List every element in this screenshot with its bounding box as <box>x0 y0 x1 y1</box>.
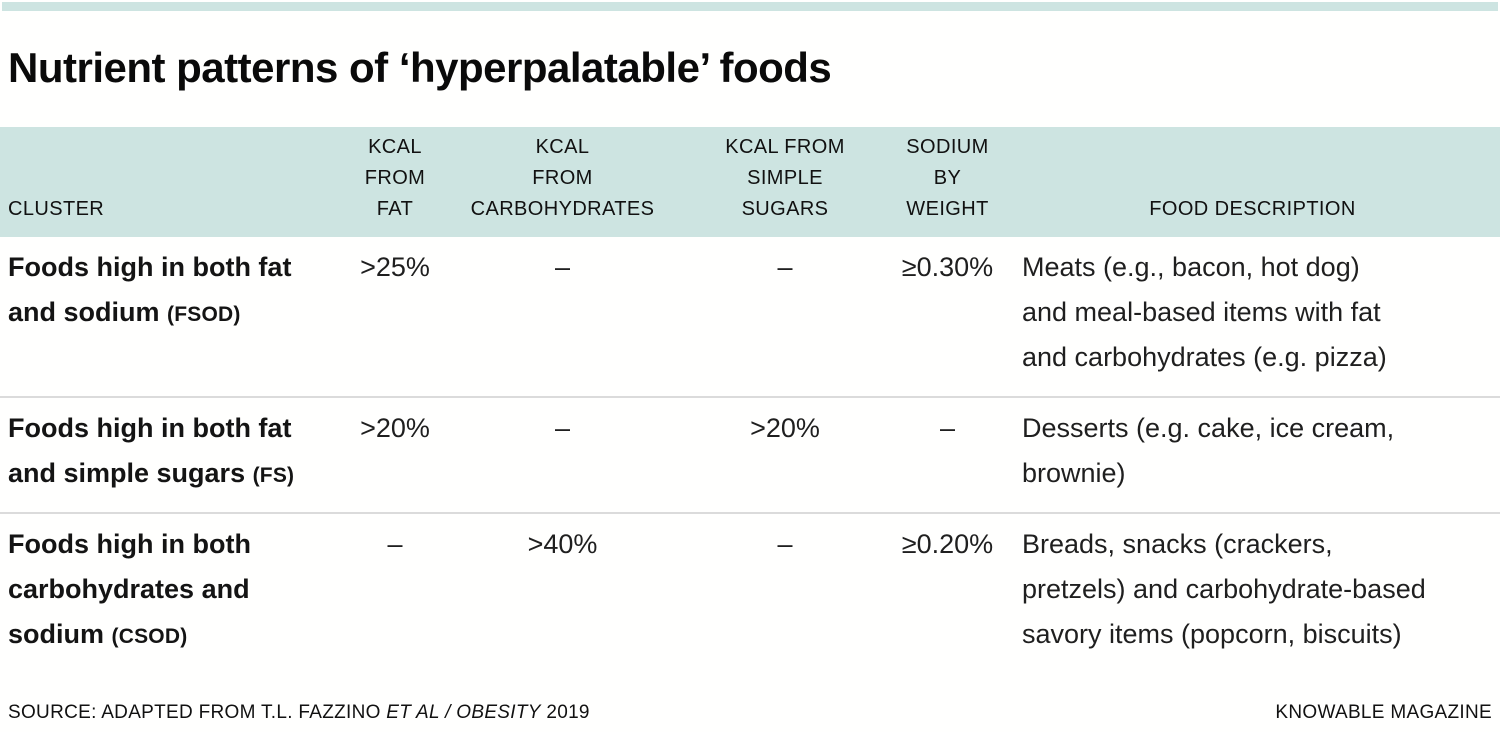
page-title: Nutrient patterns of ‘hyperpalatable’ fo… <box>8 44 832 91</box>
nutrient-table: CLUSTER KCAL FROM FAT KCAL FROM CARBOHYD… <box>0 127 1500 703</box>
col-header-kcal-fat: KCAL FROM FAT <box>345 127 445 237</box>
kcal-sugars-value: – <box>777 529 793 559</box>
header-row: CLUSTER KCAL FROM FAT KCAL FROM CARBOHYD… <box>0 127 1500 237</box>
kcal-sugars-value: – <box>777 252 793 282</box>
cluster-name: Foods high in both fat and simple sugars <box>8 413 292 488</box>
kcal-fat-value: – <box>387 529 403 559</box>
kcal-sugars-value: >20% <box>750 413 820 443</box>
sodium-value: ≥0.20% <box>901 529 994 559</box>
table-row-fs: Foods high in both fat and simple sugars… <box>0 397 1500 513</box>
source-citation: ET AL / OBESITY <box>386 702 541 723</box>
cluster-name: Foods high in both carbohydrates and sod… <box>8 529 251 649</box>
source-prefix: SOURCE: ADAPTED FROM T.L. FAZZINO <box>8 702 387 723</box>
food-description-cell: Desserts (e.g. cake, ice cream, brownie) <box>1022 413 1395 488</box>
kcal-carbs-value: – <box>554 252 571 282</box>
col-header-kcal-simple-sugars: KCAL FROM SIMPLE SUGARS <box>680 127 890 237</box>
source-note: SOURCE: ADAPTED FROM T.L. FAZZINO ET AL … <box>8 702 590 724</box>
col-header-sodium-by-weight: SODIUM BY WEIGHT <box>890 127 1005 237</box>
footer: SOURCE: ADAPTED FROM T.L. FAZZINO ET AL … <box>8 702 1492 724</box>
food-description-cell: Breads, snacks (crackers, pretzels) and … <box>1022 529 1426 649</box>
cluster-name: Foods high in both fat and sodium <box>8 252 292 327</box>
kcal-fat-value: >25% <box>360 252 430 282</box>
col-header-cluster: CLUSTER <box>0 127 345 237</box>
cluster-code: (FS) <box>252 464 295 487</box>
sodium-value: – <box>939 413 956 443</box>
kcal-carbs-value: >40% <box>527 529 598 559</box>
sodium-value: ≥0.30% <box>901 252 994 282</box>
top-accent-bar <box>2 2 1498 11</box>
cluster-cell: Foods high in both carbohydrates and sod… <box>0 513 345 703</box>
kcal-fat-value: >20% <box>360 413 430 443</box>
cluster-cell: Foods high in both fat and simple sugars… <box>0 397 345 513</box>
food-description-cell: Meats (e.g., bacon, hot dog) and meal-ba… <box>1022 252 1387 372</box>
col-header-kcal-carbohydrates: KCAL FROM CARBOHYDRATES <box>445 127 680 237</box>
cluster-cell: Foods high in both fat and sodium (FSOD) <box>0 237 345 397</box>
kcal-carbs-value: – <box>554 413 571 443</box>
source-suffix: 2019 <box>540 702 590 723</box>
cluster-code: (FSOD) <box>167 303 241 326</box>
col-header-food-description: FOOD DESCRIPTION <box>1005 127 1500 237</box>
table-row-csod: Foods high in both carbohydrates and sod… <box>0 513 1500 703</box>
credit-text: KNOWABLE MAGAZINE <box>1275 702 1492 723</box>
cluster-code: (CSOD) <box>111 625 188 648</box>
table-row-fsod: Foods high in both fat and sodium (FSOD)… <box>0 237 1500 397</box>
